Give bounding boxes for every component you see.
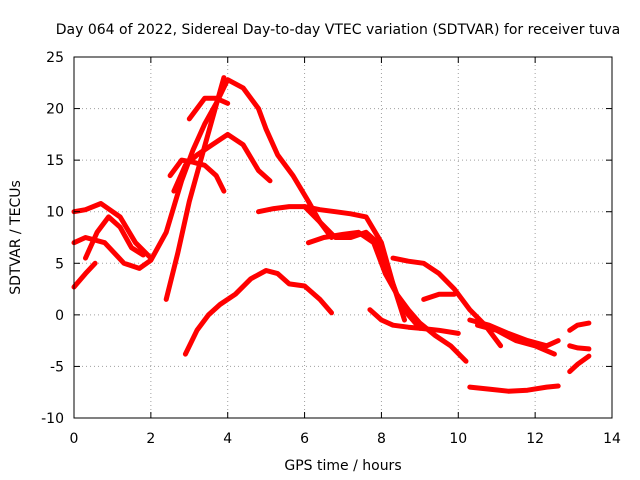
x-tick-label: 2 <box>146 431 155 447</box>
data-series <box>71 75 592 394</box>
x-tick-label: 4 <box>223 431 232 447</box>
y-tick-label: 5 <box>55 256 64 272</box>
data-series-e <box>163 75 227 302</box>
y-tick-label: -10 <box>41 411 64 427</box>
x-tick-label: 10 <box>449 431 467 447</box>
y-tick-label: 20 <box>46 102 64 118</box>
ticks: 0 2 4 6 8 10 12 14 -10 -5 0 5 10 15 20 25 <box>41 50 621 447</box>
data-series-s <box>567 320 592 333</box>
y-tick-label: 15 <box>46 153 64 169</box>
data-series-t <box>567 343 592 352</box>
data-series-o <box>421 291 457 302</box>
y-tick-label: 0 <box>55 308 64 324</box>
y-tick-label: 10 <box>46 205 64 221</box>
x-tick-label: 8 <box>377 431 386 447</box>
data-series-i <box>182 268 334 357</box>
data-series-a <box>71 201 154 261</box>
data-series-k <box>302 204 469 364</box>
chart-title: Day 064 of 2022, Sidereal Day-to-day VTE… <box>56 22 620 38</box>
data-series-q <box>475 322 557 357</box>
y-tick-label: 25 <box>46 50 64 66</box>
data-series-h <box>167 157 227 194</box>
data-series-l <box>305 229 423 331</box>
y-tick-label: -5 <box>50 359 64 375</box>
data-series-c <box>71 77 334 271</box>
data-series-p <box>467 317 561 349</box>
data-series-f <box>186 95 231 122</box>
data-series-r <box>467 383 561 394</box>
x-axis-label: GPS time / hours <box>284 458 401 474</box>
x-tick-label: 0 <box>70 431 79 447</box>
data-series-u <box>567 353 592 375</box>
data-series-d <box>83 214 146 261</box>
data-series-b <box>71 260 98 290</box>
x-tick-label: 6 <box>300 431 309 447</box>
plot-frame <box>73 56 613 419</box>
y-axis-label: SDTVAR / TECUs <box>8 180 24 295</box>
grid <box>74 57 612 418</box>
x-tick-label: 14 <box>603 431 621 447</box>
x-tick-label: 12 <box>526 431 544 447</box>
data-series-m <box>367 307 461 336</box>
